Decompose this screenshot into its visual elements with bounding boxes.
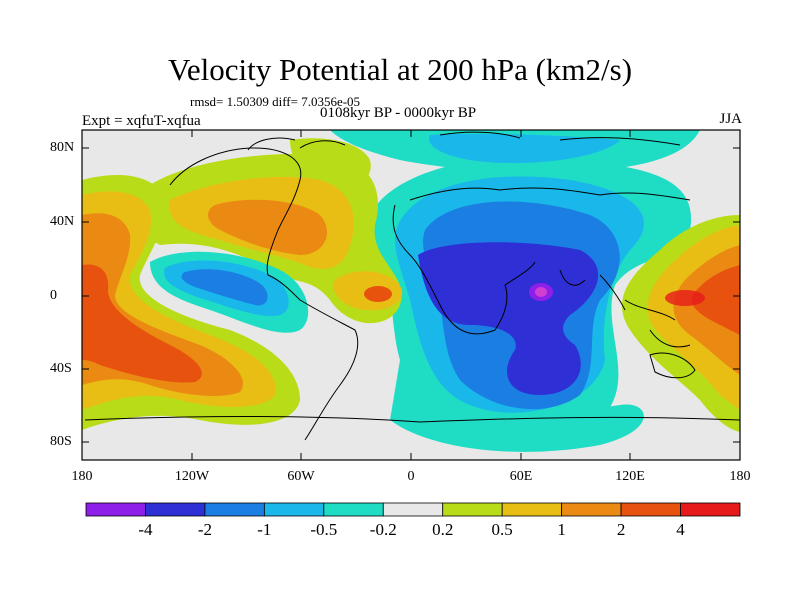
lon-tick-label: 120W (174, 469, 210, 484)
colorbar-label: -0.2 (369, 520, 397, 539)
lat-tick-label: 80N (50, 140, 75, 155)
colorbar-swatch (680, 502, 741, 517)
lat-tick-label: 40N (50, 214, 75, 229)
colorbar-swatch (382, 502, 444, 517)
colorbar-swatch (204, 502, 265, 517)
lon-tick-label: 60E (509, 469, 533, 484)
colorbar-label: 0.2 (432, 520, 454, 539)
colorbar-swatch (561, 502, 622, 517)
colorbar-label: -1 (257, 520, 272, 539)
experiment-label: Expt = xqfuT-xqfua (82, 113, 201, 129)
colorbar-swatch (442, 502, 503, 517)
coastlines (84, 131, 740, 441)
colorbar-label: -2 (197, 520, 212, 539)
lat-tick-label: 40S (50, 361, 72, 376)
map-title: Velocity Potential at 200 hPa (km2/s) (167, 52, 633, 87)
colorbar-swatch (323, 502, 384, 517)
lon-tick-label: 180 (729, 469, 751, 484)
lon-tick-label: 180 (71, 469, 93, 484)
axis-ticks (81, 130, 741, 460)
colorbar-swatch (263, 502, 325, 517)
lon-tick-label: 60W (287, 469, 315, 484)
period-label: 0108kyr BP - 0000kyr BP (320, 105, 477, 121)
colorbar-label: 1 (557, 520, 566, 539)
colorbar-label: -4 (138, 520, 153, 539)
stats-text: rmsd= 1.50309 diff= 7.0356e-05 (190, 94, 361, 109)
colorbar-swatch (145, 502, 206, 517)
contour-field (82, 130, 740, 460)
colorbar-label: 0.5 (491, 520, 513, 539)
lat-tick-label: 0 (50, 288, 57, 303)
colorbar-swatch (501, 502, 563, 517)
colorbar-swatch (620, 502, 681, 517)
lat-tick-label: 80S (50, 434, 72, 449)
colorbar (85, 502, 741, 517)
lon-tick-label: 120E (615, 469, 645, 484)
colorbar-label: 2 (616, 520, 626, 539)
season-label: JJA (719, 111, 742, 127)
lon-tick-label: 0 (407, 469, 415, 484)
colorbar-label: 4 (676, 520, 685, 539)
colorbar-swatch (85, 502, 146, 517)
colorbar-label: -0.5 (310, 520, 338, 539)
